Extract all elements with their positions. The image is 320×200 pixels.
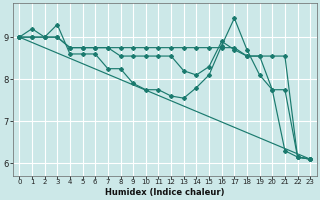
X-axis label: Humidex (Indice chaleur): Humidex (Indice chaleur) [105, 188, 225, 197]
